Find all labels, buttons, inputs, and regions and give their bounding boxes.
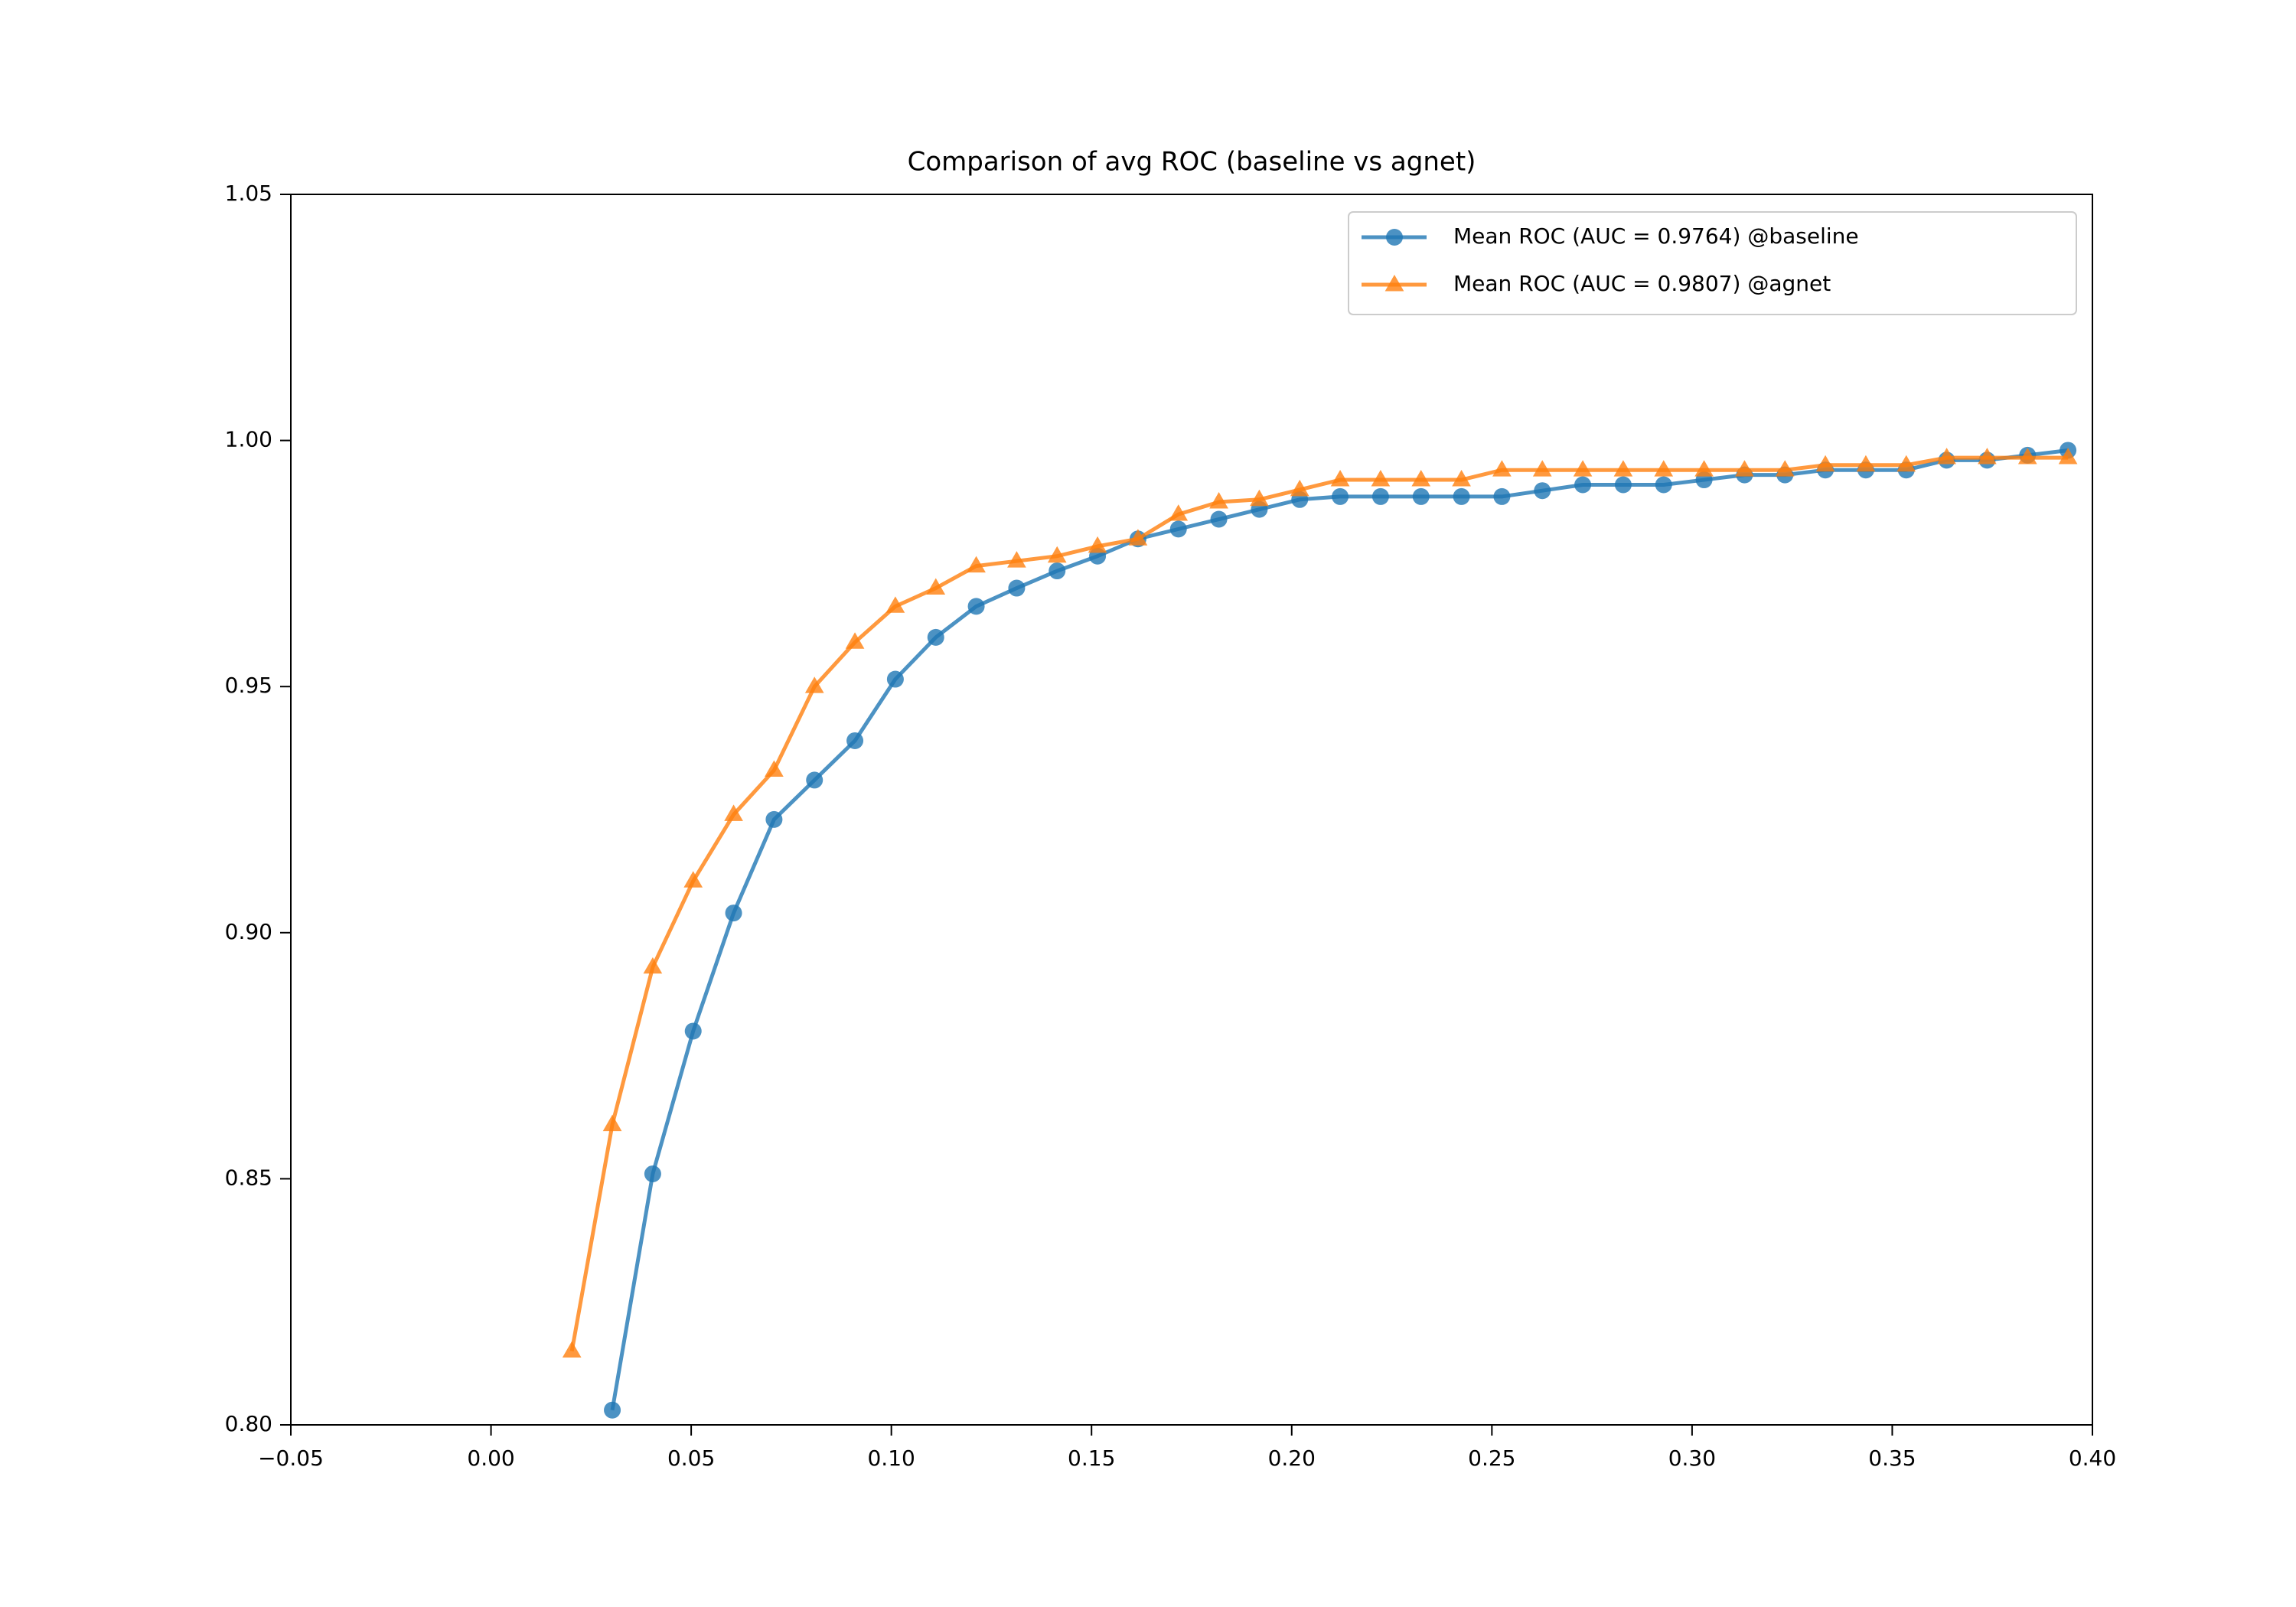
data-marker bbox=[1128, 529, 1148, 546]
data-marker bbox=[967, 556, 986, 573]
data-marker bbox=[1169, 504, 1189, 521]
data-marker bbox=[1007, 551, 1026, 568]
data-marker bbox=[1330, 470, 1350, 487]
data-marker bbox=[1088, 536, 1107, 553]
x-tick-label: 0.10 bbox=[867, 1446, 915, 1471]
data-marker bbox=[846, 732, 864, 749]
data-marker bbox=[926, 578, 946, 595]
y-tick-label: 0.95 bbox=[225, 673, 272, 698]
data-marker bbox=[1169, 520, 1187, 538]
axes-frame bbox=[290, 194, 2093, 1426]
x-tick-label: 0.30 bbox=[1668, 1446, 1716, 1471]
data-marker bbox=[1049, 562, 1066, 580]
data-marker bbox=[1735, 460, 1754, 477]
x-tick-label: 0.25 bbox=[1468, 1446, 1515, 1471]
data-marker bbox=[804, 676, 824, 693]
data-marker bbox=[1856, 455, 1876, 472]
data-marker bbox=[2017, 448, 2037, 464]
data-marker bbox=[1210, 510, 1228, 528]
x-tick-label: 0.35 bbox=[1868, 1446, 1916, 1471]
data-marker bbox=[1453, 487, 1470, 505]
y-tick-label: 1.00 bbox=[225, 427, 272, 452]
data-marker bbox=[1614, 476, 1632, 494]
chart-title: Comparison of avg ROC (baseline vs agnet… bbox=[908, 147, 1476, 178]
data-marker bbox=[1452, 470, 1471, 487]
data-marker bbox=[1694, 460, 1714, 477]
data-marker bbox=[1654, 460, 1674, 477]
x-tick-label: 0.00 bbox=[467, 1446, 514, 1471]
data-marker bbox=[1047, 546, 1067, 563]
data-marker bbox=[927, 628, 944, 646]
data-marker bbox=[684, 1022, 702, 1040]
data-marker bbox=[886, 670, 904, 688]
data-marker bbox=[967, 598, 985, 615]
data-marker bbox=[1493, 487, 1511, 505]
data-marker bbox=[1574, 476, 1592, 494]
ticks: −0.05 0.00 0.05 0.10 0.15 0.20 0.25 0.30 0.35 0.4… bbox=[225, 181, 2117, 1471]
legend-label: Mean ROC (AUC = 0.9807) @agnet bbox=[1453, 271, 1831, 296]
data-marker bbox=[845, 632, 865, 649]
data-marker bbox=[1371, 470, 1391, 487]
data-marker bbox=[1655, 476, 1672, 494]
data-marker bbox=[1534, 482, 1551, 500]
data-marker bbox=[1290, 479, 1309, 497]
data-marker bbox=[1250, 489, 1269, 507]
plot-area bbox=[562, 442, 2078, 1419]
data-marker bbox=[1371, 487, 1389, 505]
data-marker bbox=[644, 1165, 661, 1182]
y-tick-label: 0.85 bbox=[225, 1165, 272, 1190]
data-marker bbox=[1532, 460, 1552, 477]
data-marker bbox=[1209, 492, 1228, 509]
data-marker bbox=[1937, 448, 1956, 464]
data-marker bbox=[806, 771, 823, 789]
data-marker bbox=[1896, 455, 1916, 472]
data-marker bbox=[562, 1341, 582, 1358]
y-tick-label: 0.90 bbox=[225, 919, 272, 944]
data-marker bbox=[604, 1401, 621, 1419]
y-tick-label: 0.80 bbox=[225, 1411, 272, 1436]
x-tick-label: 0.40 bbox=[2069, 1446, 2116, 1471]
data-marker bbox=[1412, 487, 1430, 505]
x-tick-label: −0.05 bbox=[258, 1446, 324, 1471]
data-marker bbox=[683, 871, 703, 888]
data-marker bbox=[1386, 229, 1403, 246]
x-tick-label: 0.05 bbox=[667, 1446, 715, 1471]
data-marker bbox=[1815, 455, 1835, 472]
x-tick-label: 0.15 bbox=[1068, 1446, 1115, 1471]
data-marker bbox=[1332, 487, 1349, 505]
data-marker bbox=[885, 596, 905, 613]
data-marker bbox=[724, 804, 743, 821]
series-line bbox=[569, 455, 2069, 1351]
legend-box bbox=[1348, 211, 2077, 315]
x-tick-label: 0.20 bbox=[1268, 1446, 1316, 1471]
legend: Mean ROC (AUC = 0.9764) @baseline Mean RO… bbox=[1348, 211, 2077, 315]
data-marker bbox=[1384, 275, 1404, 292]
data-marker bbox=[765, 810, 783, 828]
data-marker bbox=[643, 957, 663, 974]
legend-label: Mean ROC (AUC = 0.9764) @baseline bbox=[1453, 223, 1859, 249]
data-marker bbox=[1775, 460, 1795, 477]
data-marker bbox=[602, 1114, 622, 1132]
data-marker bbox=[1978, 448, 1997, 464]
data-marker bbox=[1411, 470, 1431, 487]
y-tick-label: 1.05 bbox=[225, 181, 272, 206]
data-marker bbox=[725, 905, 742, 922]
data-marker bbox=[1613, 460, 1633, 477]
data-marker bbox=[1492, 460, 1512, 477]
data-marker bbox=[1008, 579, 1026, 597]
data-marker bbox=[765, 760, 784, 777]
data-marker bbox=[1573, 460, 1593, 477]
data-marker bbox=[2058, 448, 2078, 464]
